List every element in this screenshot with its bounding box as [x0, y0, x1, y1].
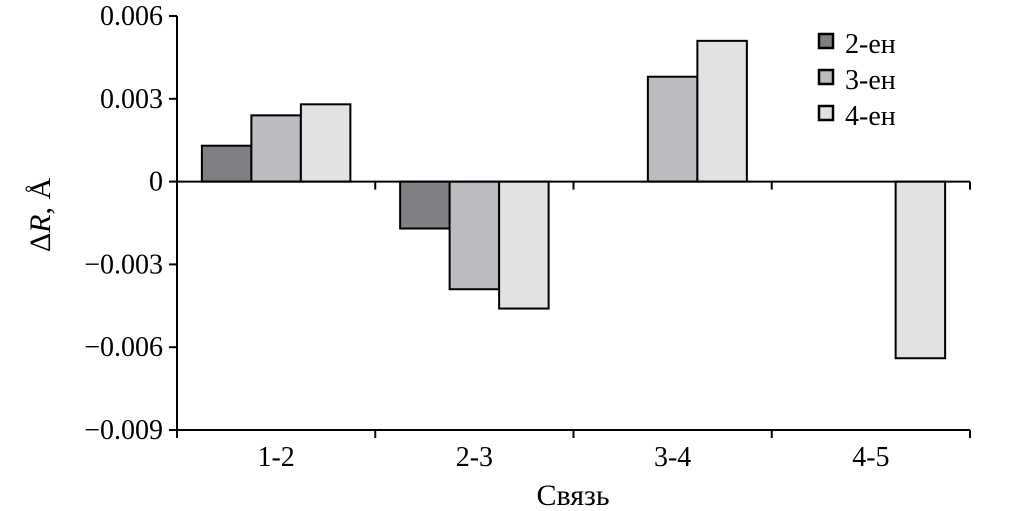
- bar-4-ен-2-3: [498, 180, 550, 310]
- legend-swatch-2-ен: [817, 32, 835, 50]
- y-tick-label: −0.009: [84, 415, 163, 446]
- legend-label: 2-ен: [845, 29, 896, 60]
- legend: 2-ен 3-ен 4-ен: [817, 29, 896, 132]
- x-tick-label: 1-2: [257, 442, 294, 473]
- bar-3-ен-3-4: [646, 75, 699, 183]
- x-tick-label: 3-4: [654, 442, 691, 473]
- bar-4-ен-4-5: [894, 180, 947, 360]
- bar-3-ен-1-2: [250, 114, 302, 183]
- x-tick-label: 4-5: [852, 442, 889, 473]
- legend-label: 3-ен: [845, 65, 896, 96]
- legend-swatch-4-ен: [817, 104, 835, 122]
- bar-2-ен-1-2: [200, 144, 253, 183]
- y-tick-label: −0.006: [84, 332, 163, 363]
- y-tick-label: 0: [149, 167, 163, 198]
- bar-3-ен-2-3: [448, 180, 501, 291]
- bar-2-ен-2-3: [399, 180, 451, 230]
- bar-4-ен-3-4: [696, 39, 748, 183]
- y-tick-label: 0.006: [100, 1, 163, 32]
- legend-swatch-3-ен: [817, 68, 835, 86]
- bar-4-ен-1-2: [299, 103, 352, 183]
- y-tick-label: 0.003: [100, 84, 163, 115]
- y-tick-label: −0.003: [84, 249, 163, 280]
- x-tick-label: 2-3: [456, 442, 493, 473]
- legend-label: 4-ен: [845, 101, 896, 132]
- y-axis-label: ΔR, Å: [24, 178, 57, 253]
- x-axis-label: Связь: [536, 479, 609, 511]
